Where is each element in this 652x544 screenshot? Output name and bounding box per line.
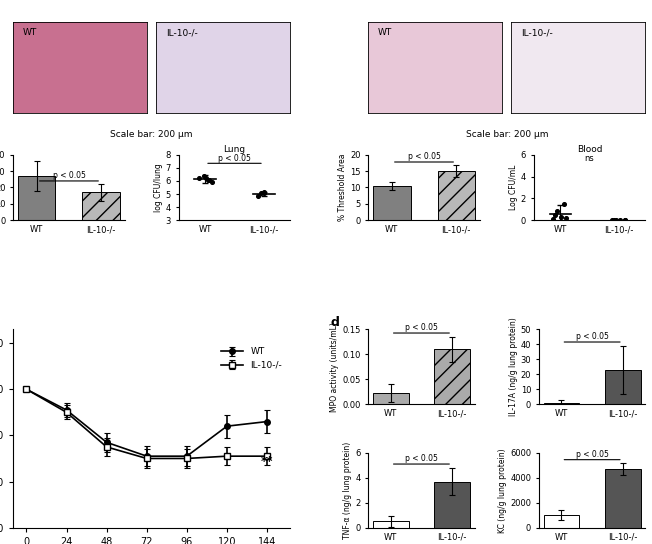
Bar (434, 481, 470, 528)
Bar (605, 469, 641, 528)
Point (550, 211, 561, 219)
Text: IL-10-/-: IL-10-/- (166, 28, 198, 37)
Y-axis label: KC (ng/g lung protein): KC (ng/g lung protein) (498, 448, 507, 533)
Point (552, 207, 562, 216)
Bar (544, 515, 579, 528)
Text: p < 0.05: p < 0.05 (405, 454, 438, 463)
Point (204, 176, 215, 184)
Point (556, 213, 566, 221)
Bar (83, 193, 120, 220)
Point (253, 191, 263, 200)
Bar (605, 370, 641, 404)
Point (607, 215, 617, 224)
Text: Scale bar: 200 μm: Scale bar: 200 μm (466, 129, 548, 139)
Bar (18, 176, 55, 220)
Text: ns: ns (585, 154, 595, 163)
Text: p < 0.05: p < 0.05 (218, 154, 251, 163)
Text: Scale bar: 200 μm: Scale bar: 200 μm (110, 129, 193, 139)
Text: WT: WT (22, 28, 37, 37)
Point (256, 189, 266, 197)
Point (561, 214, 571, 222)
Text: p < 0.05: p < 0.05 (576, 450, 608, 459)
Bar (373, 393, 409, 404)
Point (259, 188, 269, 197)
Y-axis label: % Threshold Area: % Threshold Area (338, 154, 347, 221)
Text: p < 0.05: p < 0.05 (408, 152, 441, 162)
Point (611, 215, 621, 224)
Point (615, 215, 626, 224)
Point (558, 200, 569, 208)
Y-axis label: TNF-α (ng/g lung protein): TNF-α (ng/g lung protein) (344, 442, 352, 539)
Point (609, 215, 619, 224)
Point (199, 171, 209, 180)
Text: p < 0.05: p < 0.05 (405, 323, 438, 332)
Point (259, 188, 269, 196)
Title: Lung: Lung (224, 145, 246, 154)
Y-axis label: Log CFU/mL: Log CFU/mL (509, 165, 518, 210)
Bar (373, 522, 409, 528)
Text: **: ** (261, 455, 273, 468)
Title: Blood: Blood (577, 145, 602, 154)
Point (200, 174, 211, 182)
Bar (373, 186, 411, 220)
Text: IL-10-/-: IL-10-/- (521, 28, 553, 37)
Point (620, 215, 630, 224)
Bar (437, 171, 475, 220)
Text: d: d (331, 316, 340, 329)
Text: WT: WT (378, 28, 392, 37)
Point (548, 214, 559, 223)
Y-axis label: MPO activity (units/mL): MPO activity (units/mL) (331, 322, 339, 412)
Bar (544, 403, 579, 404)
Text: b: b (338, 0, 348, 3)
Point (194, 174, 204, 183)
Y-axis label: log CFU/lung: log CFU/lung (154, 163, 163, 212)
Point (203, 175, 213, 184)
Text: p < 0.05: p < 0.05 (576, 332, 608, 341)
Point (207, 177, 217, 186)
Y-axis label: IL-17A (ng/g lung protein): IL-17A (ng/g lung protein) (509, 317, 518, 416)
Text: p < 0.05: p < 0.05 (53, 171, 85, 181)
Bar (434, 349, 470, 404)
Point (619, 215, 630, 224)
Legend: WT, IL-10-/-: WT, IL-10-/- (217, 344, 286, 373)
